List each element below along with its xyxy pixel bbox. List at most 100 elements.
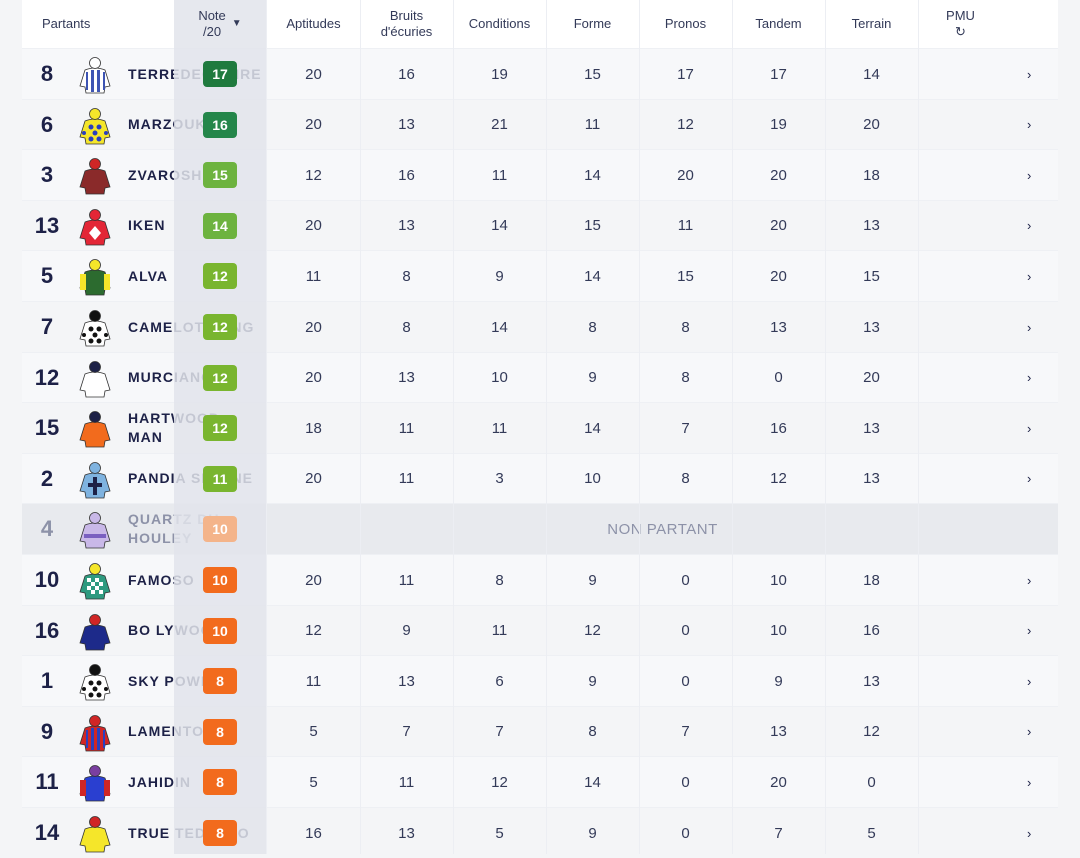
chevron-right-icon[interactable]: › xyxy=(1027,370,1032,386)
chevron-right-icon[interactable]: › xyxy=(1027,623,1032,639)
cell-tandem: 10 xyxy=(770,571,787,589)
cell-conditions: 14 xyxy=(491,318,508,336)
runner-name[interactable]: ZVAROSHKA xyxy=(128,166,225,183)
cell-aptitudes: 20 xyxy=(305,217,322,235)
table-row[interactable]: 6 MARZOUK 16 20 13 21 11 12 19 20 › xyxy=(22,98,1058,150)
runner-name[interactable]: MARZOUK xyxy=(128,116,207,133)
jockey-silk-icon xyxy=(78,309,112,347)
chevron-right-icon[interactable]: › xyxy=(1027,774,1032,790)
jockey-silk-icon xyxy=(78,714,112,752)
jockey-silk-icon xyxy=(78,208,112,246)
cell-bruits: 13 xyxy=(398,217,415,235)
cell-bruits: 13 xyxy=(398,824,415,842)
cell-pronos: 0 xyxy=(681,622,690,640)
cell-aptitudes: 11 xyxy=(305,267,322,285)
cell-aptitudes: 12 xyxy=(305,166,322,184)
runner-number: 1 xyxy=(40,668,54,694)
runner-name[interactable]: QUARTZ DU HOULEY xyxy=(128,511,220,547)
cell-bruits: 9 xyxy=(402,622,411,640)
cell-pronos: 20 xyxy=(677,166,694,184)
cell-aptitudes: 20 xyxy=(305,65,322,83)
chevron-right-icon[interactable]: › xyxy=(1027,471,1032,487)
runner-name[interactable]: ALVA xyxy=(128,267,169,284)
header-tandem[interactable]: Tandem xyxy=(755,16,802,31)
runner-name[interactable]: MURCIANO xyxy=(128,369,213,386)
cell-forme: 14 xyxy=(584,773,601,791)
chevron-right-icon[interactable]: › xyxy=(1027,218,1032,234)
header-conditions[interactable]: Conditions xyxy=(468,16,531,31)
table-row[interactable]: 14 TRUE TEDESCO 8 16 13 5 9 0 7 5 › xyxy=(22,807,1058,858)
header-terrain[interactable]: Terrain xyxy=(851,16,892,31)
table-row[interactable]: 2 PANDIA SELENE 11 20 11 3 10 8 12 13 › xyxy=(22,452,1058,504)
caret-down-icon[interactable]: ▼ xyxy=(231,18,242,29)
table-row[interactable]: 3 ZVAROSHKA 15 12 16 11 14 20 20 18 › xyxy=(22,149,1058,201)
runner-name[interactable]: BO LYWOOD xyxy=(128,622,224,639)
chevron-right-icon[interactable]: › xyxy=(1027,825,1032,841)
cell-pronos: 0 xyxy=(681,672,690,690)
cell-tandem: 9 xyxy=(774,672,783,690)
note-badge: 10 xyxy=(203,516,237,543)
chevron-right-icon[interactable]: › xyxy=(1027,268,1032,284)
cell-pronos: 0 xyxy=(681,824,690,842)
header-aptitudes[interactable]: Aptitudes xyxy=(286,16,341,31)
cell-tandem: 20 xyxy=(770,217,787,235)
table-row[interactable]: 1 SKY POWER 8 11 13 6 9 0 9 13 › xyxy=(22,655,1058,707)
chevron-right-icon[interactable]: › xyxy=(1027,420,1032,436)
table-row[interactable]: 11 JAHIDIN 8 5 11 12 14 0 20 0 › xyxy=(22,756,1058,808)
header-pmu[interactable]: PMU ↻ xyxy=(918,0,1003,48)
table-row[interactable]: 10 FAMOSO 10 20 11 8 9 0 10 18 › xyxy=(22,554,1058,605)
cell-conditions: 14 xyxy=(491,217,508,235)
table-row[interactable]: 12 MURCIANO 12 20 13 10 9 8 0 20 › xyxy=(22,351,1058,403)
cell-pronos: 17 xyxy=(677,65,694,83)
table-row-non-partant[interactable]: 4 QUARTZ DU HOULEY 10 NON PARTANT xyxy=(22,503,1058,555)
note-badge: 11 xyxy=(203,465,237,492)
note-badge: 8 xyxy=(203,820,237,846)
jockey-silk-icon xyxy=(78,410,112,448)
runner-name[interactable]: HARTWOOD MAN xyxy=(128,410,220,446)
table-row[interactable]: 16 BO LYWOOD 10 12 9 11 12 0 10 16 › xyxy=(22,604,1058,656)
cell-terrain: 18 xyxy=(863,166,880,184)
cell-aptitudes: 12 xyxy=(305,622,322,640)
runner-name[interactable]: TRUE TEDESCO xyxy=(128,824,250,841)
note-badge: 8 xyxy=(203,718,237,745)
runner-name[interactable]: FAMOSO xyxy=(128,571,195,588)
chevron-right-icon[interactable]: › xyxy=(1027,66,1032,82)
chevron-right-icon[interactable]: › xyxy=(1027,724,1032,740)
table-row[interactable]: 7 CAMELOT SONG 12 20 8 14 8 8 13 13 › xyxy=(22,301,1058,352)
chevron-right-icon[interactable]: › xyxy=(1027,572,1032,588)
table-row[interactable]: 5 ALVA 12 11 8 9 14 15 20 15 › xyxy=(22,250,1058,302)
chevron-right-icon[interactable]: › xyxy=(1027,673,1032,689)
runner-number: 3 xyxy=(40,162,54,188)
runner-number: 15 xyxy=(34,415,60,441)
runner-name[interactable]: JAHIDIN xyxy=(128,773,192,790)
cell-pronos: 8 xyxy=(681,318,690,336)
header-note[interactable]: Note/20 ▼ xyxy=(174,0,266,48)
refresh-icon[interactable]: ↻ xyxy=(955,24,966,39)
runner-name[interactable]: SKY POWER xyxy=(128,672,223,689)
header-forme[interactable]: Forme xyxy=(573,16,612,31)
runner-name[interactable]: PANDIA SELENE xyxy=(128,470,254,487)
cell-aptitudes: 20 xyxy=(305,318,322,336)
runner-name[interactable]: CAMELOT SONG xyxy=(128,318,255,335)
runner-name[interactable]: TERREDEGLOIRE xyxy=(128,65,262,82)
runner-name[interactable]: LAMENTO xyxy=(128,723,204,740)
chevron-right-icon[interactable]: › xyxy=(1027,117,1032,133)
cell-terrain: 12 xyxy=(863,723,880,741)
runner-number: 12 xyxy=(34,364,60,390)
table-row[interactable]: 8 TERREDEGLOIRE 17 20 16 19 15 17 17 14 › xyxy=(22,48,1058,99)
header-pronos[interactable]: Pronos xyxy=(664,16,707,31)
cell-conditions: 11 xyxy=(491,622,508,640)
chevron-right-icon[interactable]: › xyxy=(1027,319,1032,335)
header-bruits[interactable]: Bruits d'écuries xyxy=(360,0,453,48)
note-badge: 10 xyxy=(203,617,237,644)
cell-conditions: 11 xyxy=(491,419,508,437)
chevron-right-icon[interactable]: › xyxy=(1027,167,1032,183)
table-row[interactable]: 15 HARTWOOD MAN 12 18 11 11 14 7 16 13 › xyxy=(22,402,1058,453)
cell-bruits: 8 xyxy=(402,267,411,285)
table-row[interactable]: 13 IKEN 14 20 13 14 15 11 20 13 › xyxy=(22,199,1058,251)
runner-number: 2 xyxy=(40,465,54,491)
table-row[interactable]: 9 LAMENTO 8 5 7 7 8 7 13 12 › xyxy=(22,705,1058,757)
cell-terrain: 16 xyxy=(863,622,880,640)
header-partants[interactable]: Partants xyxy=(42,16,91,31)
runner-name[interactable]: IKEN xyxy=(128,217,166,234)
